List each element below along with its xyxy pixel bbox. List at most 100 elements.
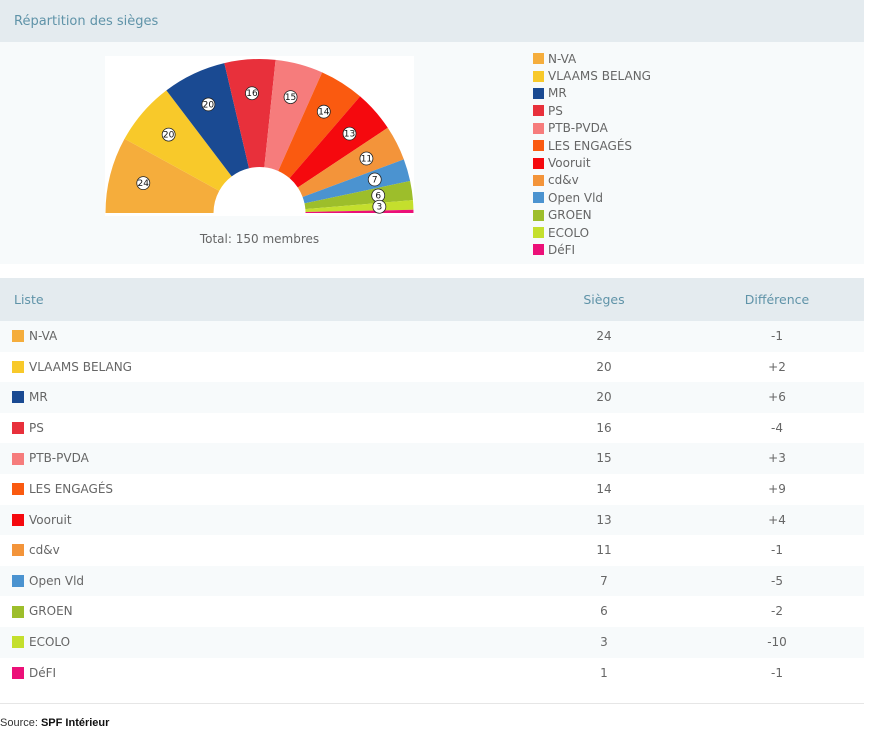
legend-item[interactable]: LES ENGAGÉS [533,137,651,154]
difference-cell: -10 [767,634,787,649]
legend-item[interactable]: GROEN [533,207,651,224]
hemicycle-slice[interactable] [264,59,323,171]
results-table-body: N-VA 24 -1 VLAAMS BELANG 20 +2 MR 20 +6 PS 16 -4 PTB… [0,321,864,689]
party-color-swatch [12,330,24,343]
party-color-swatch [12,483,24,496]
party-name: cd&v [29,543,60,558]
legend-label: DéFI [548,242,576,257]
seats-cell: 24 [596,329,612,343]
legend-item[interactable]: cd&v [533,172,651,189]
difference-cell: -1 [771,329,783,343]
party-name: LES ENGAGÉS [29,481,114,496]
legend-item[interactable]: N-VA [533,50,651,67]
legend-swatch [533,209,544,221]
hemicycle-chart: 24 20 20 16 15 14 13 11 7 6 3 [105,56,414,216]
hemicycle-slice[interactable] [278,72,361,179]
party-name-cell: Open Vld [12,566,84,597]
seats-cell: 16 [596,420,612,435]
seats-cell: 14 [596,481,612,496]
column-header-difference[interactable]: Différence [744,292,810,307]
legend-swatch [533,174,544,186]
legend-item[interactable]: PTB-PVDA [533,120,651,137]
party-name-cell: N-VA [12,321,57,352]
column-header-liste[interactable]: Liste [14,292,44,307]
hemicycle-slice[interactable] [166,63,249,177]
party-color-swatch [12,360,24,373]
difference-cell: -1 [771,665,783,680]
party-name: DéFI [29,665,57,680]
seats-cell: 7 [600,573,608,588]
table-row: DéFI 1 -1 [0,657,864,689]
table-row: PS 16 -4 [0,412,864,444]
hemicycle-slice[interactable] [124,90,232,191]
legend-item[interactable]: DéFI [533,241,651,258]
hemicycle-slice[interactable] [305,209,414,213]
hemicycle-data-label: 6 [371,188,386,203]
legend-item[interactable]: Open Vld [533,189,651,206]
table-row: Vooruit 13 +4 [0,504,864,536]
legend-item[interactable]: VLAAMS BELANG [533,67,651,84]
data-label-badge [283,90,298,104]
party-color-swatch [12,636,24,649]
data-label-text: 20 [163,131,175,141]
source-credit: Source: SPF Intérieur [0,717,109,729]
table-row: GROEN 6 -2 [0,596,864,627]
legend-swatch [533,122,544,134]
party-color-swatch [12,391,24,404]
difference-cell: +4 [768,512,786,527]
party-color-swatch [12,575,24,588]
table-row: N-VA 24 -1 [0,321,864,352]
legend-swatch [533,105,544,117]
party-name: ECOLO [29,634,71,649]
data-label-badge [342,126,357,141]
hemicycle-data-label: 24 [136,176,151,191]
table-row: LES ENGAGÉS 14 +9 [0,473,864,505]
hemicycle-slice[interactable] [289,96,388,188]
seats-cell: 15 [596,451,612,466]
legend-label: VLAAMS BELANG [548,69,651,84]
seats-cell: 20 [596,359,612,374]
legend-item[interactable]: Vooruit [533,154,651,171]
legend-label: Vooruit [548,156,591,171]
legend-swatch [533,70,544,82]
hemicycle-data-label: 20 [201,97,216,112]
party-name-cell: LES ENGAGÉS [12,474,113,505]
total-members-label: Total: 150 membres [199,232,320,246]
legend-swatch [533,244,544,256]
data-label-text: 15 [285,93,296,103]
legend-swatch [533,227,544,239]
legend-item[interactable]: MR [533,85,651,102]
data-label-text: 13 [344,130,355,140]
seats-cell: 3 [600,634,608,649]
source-name[interactable]: SPF Intérieur [40,717,110,729]
hemicycle-slice[interactable] [305,200,414,213]
party-name-cell: Vooruit [12,505,72,536]
hemicycle-slice[interactable] [297,127,404,197]
legend-label: PTB-PVDA [548,121,608,136]
difference-cell: +6 [768,390,786,405]
party-color-swatch [12,513,24,526]
legend-label: PS [548,103,563,118]
hemicycle-slice[interactable] [302,159,411,204]
column-header-sieges[interactable]: Sièges [583,292,625,307]
data-label-badge [136,176,151,191]
table-row: ECOLO 3 -10 [0,626,864,658]
party-name: MR [29,390,48,405]
footer-divider [0,703,864,704]
party-name: N-VA [29,329,58,343]
hemicycle-slice[interactable] [105,138,220,213]
hemicycle-slice[interactable] [304,180,413,210]
hemicycle-slice[interactable] [224,58,276,169]
party-name-cell: ECOLO [12,627,70,658]
data-label-text: 11 [361,155,372,165]
party-name-cell: DéFI [12,658,56,689]
chart-legend: N-VA VLAAMS BELANG MR PS PTB-PVDA LES ENGAGÉS… [533,50,651,259]
data-label-badge [359,151,374,166]
data-label-badge [245,86,259,101]
party-name: Vooruit [29,512,72,527]
legend-item[interactable]: PS [533,102,651,119]
party-name-cell: GROEN [12,596,73,627]
table-row: PTB-PVDA 15 +3 [0,443,864,474]
hemicycle-data-label: 3 [372,199,387,214]
legend-item[interactable]: ECOLO [533,224,651,241]
